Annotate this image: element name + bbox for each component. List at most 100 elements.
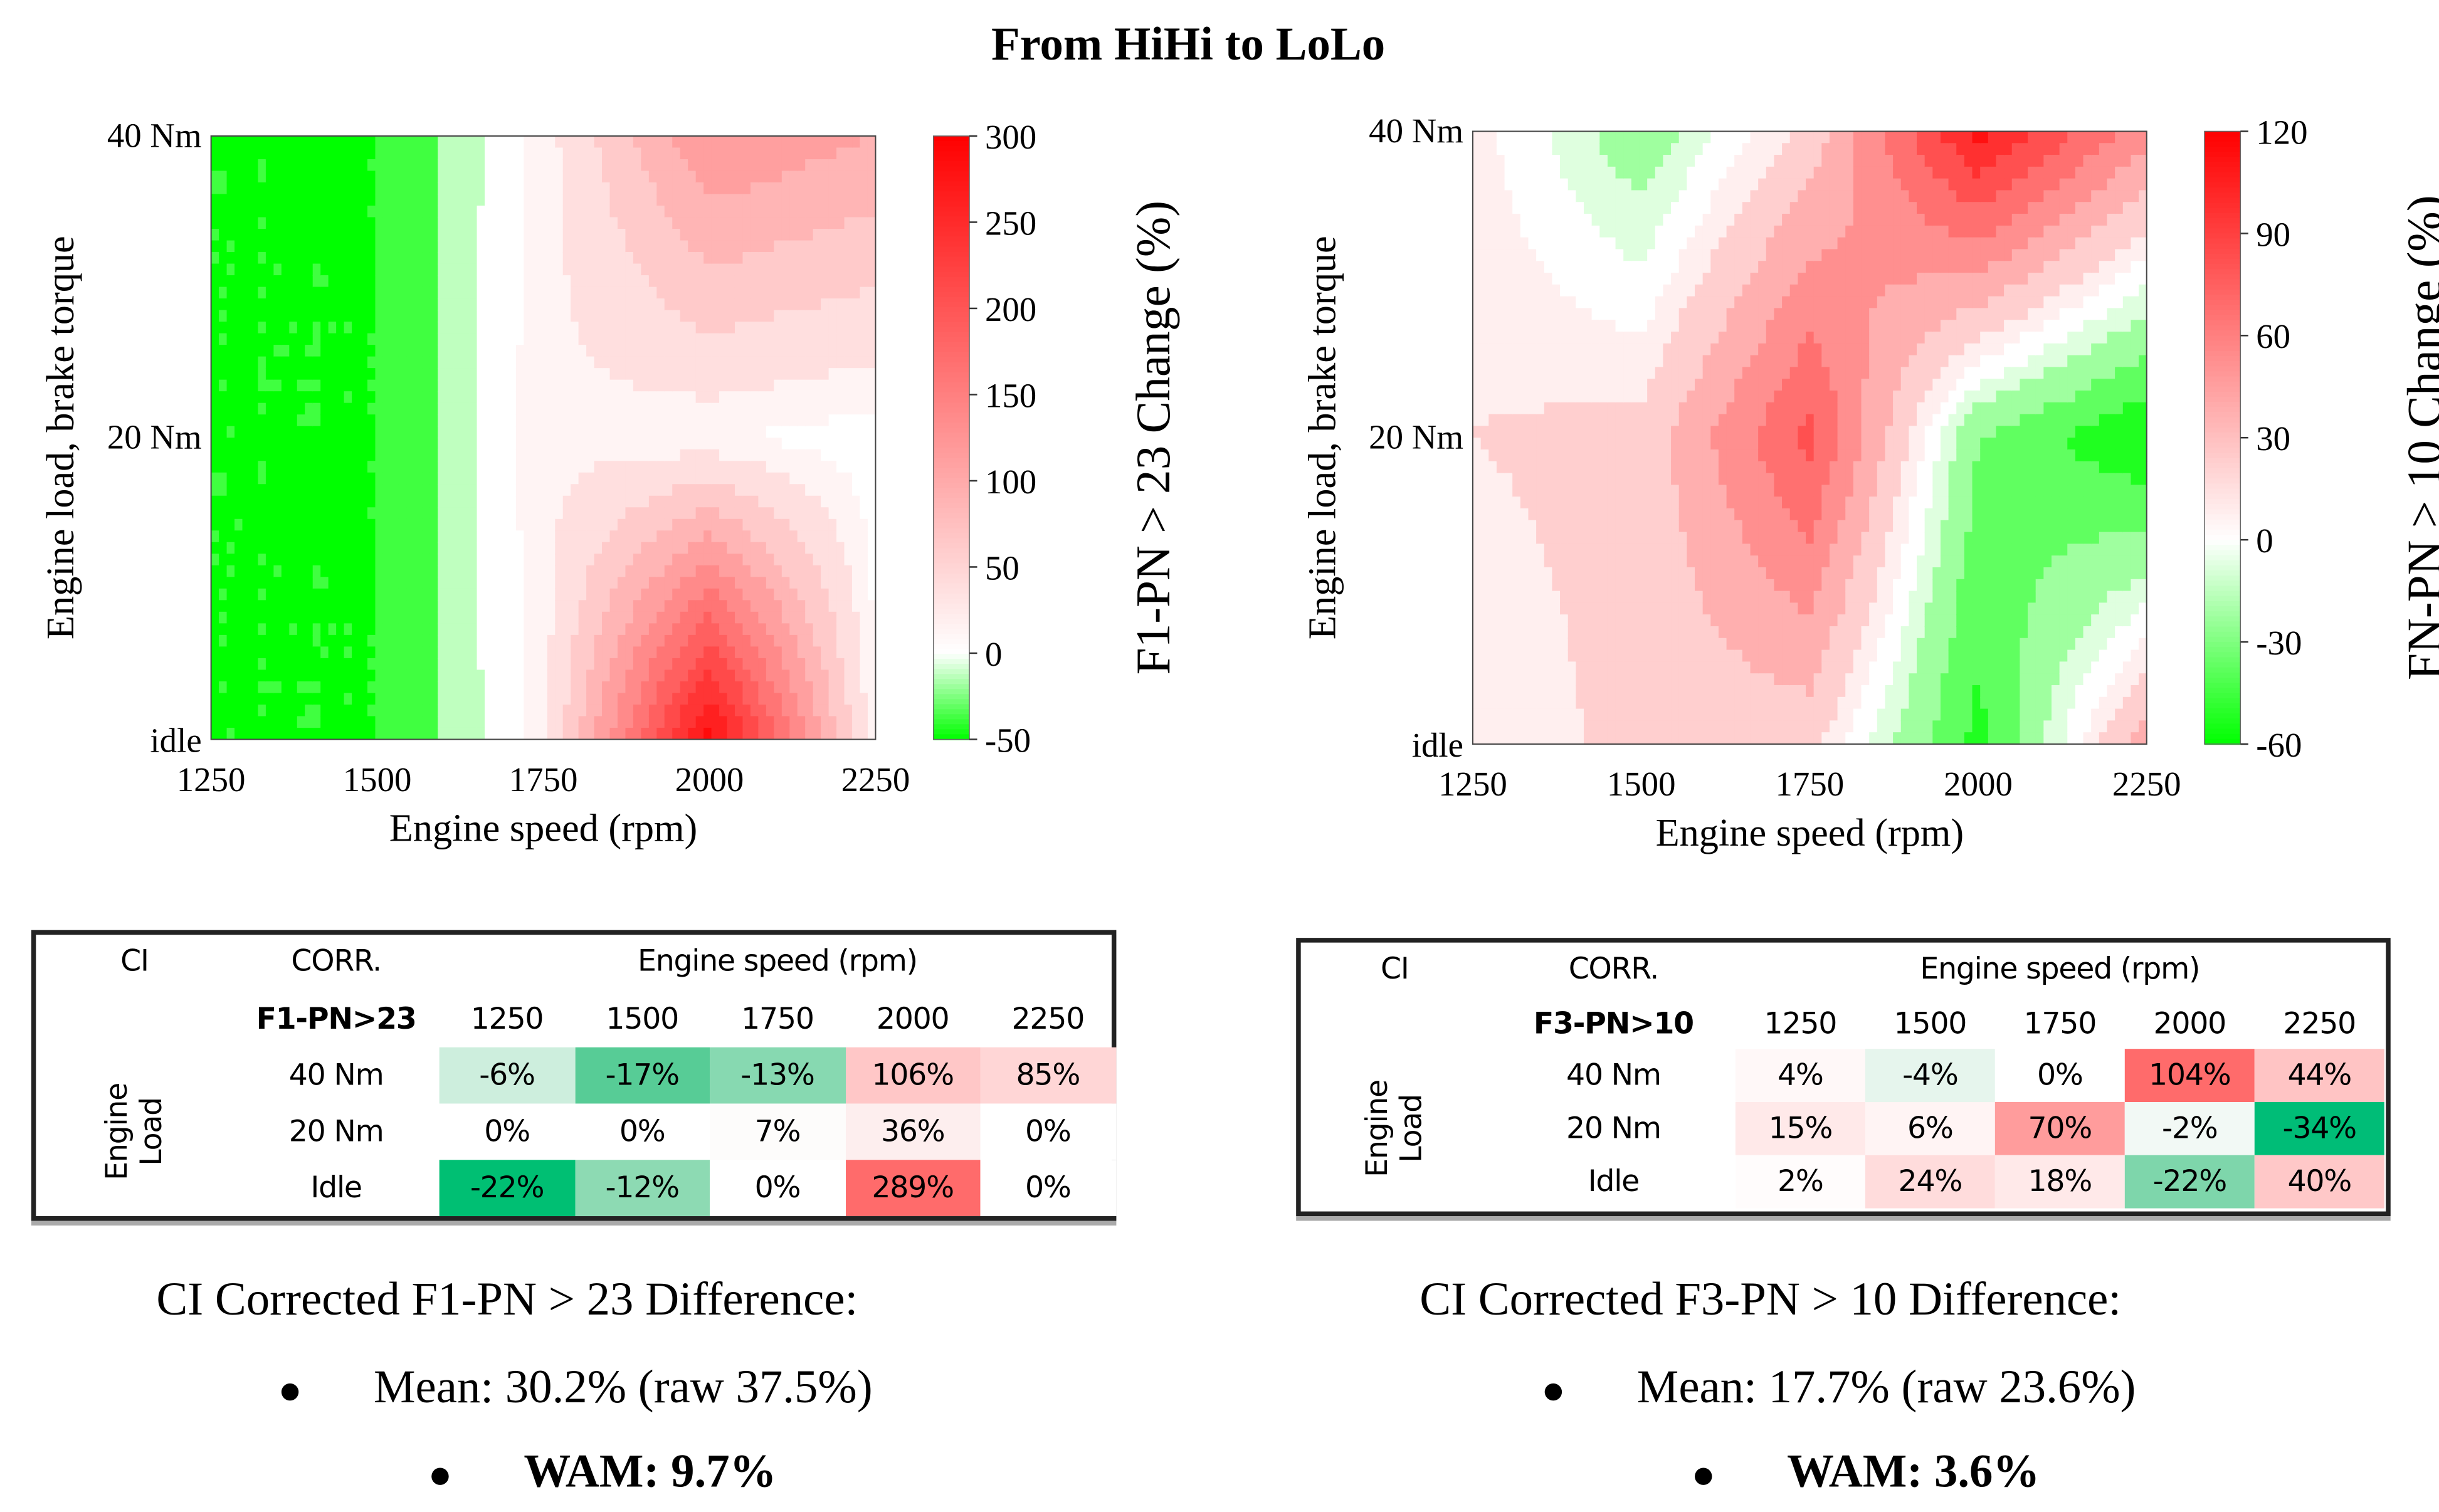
contour-cell [219,611,228,624]
contour-cell [445,577,455,589]
contour-cell [1488,567,1497,580]
contour-cell [500,402,509,416]
contour-cell [547,275,556,288]
contour-cell [805,368,814,381]
contour-cell [734,495,744,508]
contour-cell [571,495,579,508]
contour-cell [555,623,564,636]
contour-cell [656,426,665,439]
contour-cell [445,147,455,160]
contour-cell [860,135,868,149]
contour-cell [1520,166,1529,179]
contour-cell [492,611,501,624]
contour-cell [602,449,611,462]
contour-cell [1504,567,1514,580]
contour-cell [594,472,603,485]
contour-cell [515,182,525,195]
contour-cell [226,611,236,624]
contour-cell [531,600,540,612]
contour-cell [641,716,650,728]
contour-cell [750,693,759,705]
contour-cell [852,252,861,265]
contour-cell [664,240,673,253]
contour-cell [422,634,431,648]
contour-cell [289,322,298,334]
contour-cell [1488,391,1497,403]
contour-cell [594,727,603,740]
contour-cell [391,472,399,485]
contour-cell [1528,284,1537,297]
contour-cell [539,217,548,230]
contour-cell [555,240,564,253]
contour-cell [1520,473,1529,486]
contour-cell [406,634,415,648]
contour-cell [1520,520,1529,533]
contour-cell [344,449,353,462]
contour-cell [695,600,705,612]
contour-cell [555,495,564,508]
colorbar-segment [933,629,970,635]
contour-cell [289,286,298,300]
contour-cell [781,402,791,416]
contour-cell [242,414,251,427]
contour-cell [781,623,791,636]
contour-cell [485,171,493,183]
contour-cell [672,391,681,404]
contour-cell [571,716,579,728]
contour-cell [359,542,368,555]
contour-cell [1512,626,1521,639]
contour-cell [375,159,384,172]
contour-cell [1480,143,1490,156]
contour-cell [305,135,313,149]
contour-cell [836,472,845,485]
colorbar-tick-label: 200 [985,290,1036,328]
contour-cell [289,426,298,439]
colorbar-segment [933,689,970,695]
contour-cell [375,611,384,624]
contour-cell [571,681,579,694]
contour-cell [562,611,572,624]
contour-cell [211,391,220,404]
contour-cell [398,171,408,183]
contour-cell [398,634,408,648]
contour-cell [1472,261,1482,274]
contour-cell [391,542,399,555]
contour-cell [805,135,814,149]
contour-cell [703,356,712,369]
contour-cell [469,322,478,334]
contour-cell [648,611,658,624]
contour-cell [242,379,251,392]
contour-cell [656,310,665,323]
contour-cell [860,472,868,485]
contour-cell [1488,473,1497,486]
contour-cell [750,565,759,578]
contour-cell [711,426,720,439]
contour-cell [625,182,634,195]
contour-cell [477,646,486,659]
contour-cell [821,634,830,648]
contour-cell [602,611,611,624]
contour-cell [821,611,830,624]
contour-cell [500,298,509,311]
contour-cell [414,658,423,671]
contour-cell [352,368,361,381]
contour-cell [359,507,368,520]
contour-cell [1496,555,1505,568]
contour-cell [414,727,423,740]
contour-cell [477,356,486,369]
contour-cell [1488,237,1497,250]
contour-cell [609,518,618,532]
contour-cell [297,438,306,450]
contour-cell [250,402,259,416]
contour-cell [273,379,282,392]
contour-cell [555,438,564,450]
contour-cell [477,286,486,300]
contour-cell [289,681,298,694]
contour-cell [680,495,689,508]
contour-cell [571,542,579,555]
contour-cell [617,368,626,381]
contour-cell [766,518,775,532]
contour-cell [515,565,525,578]
contour-cell [1512,438,1521,451]
contour-cell [766,646,775,659]
